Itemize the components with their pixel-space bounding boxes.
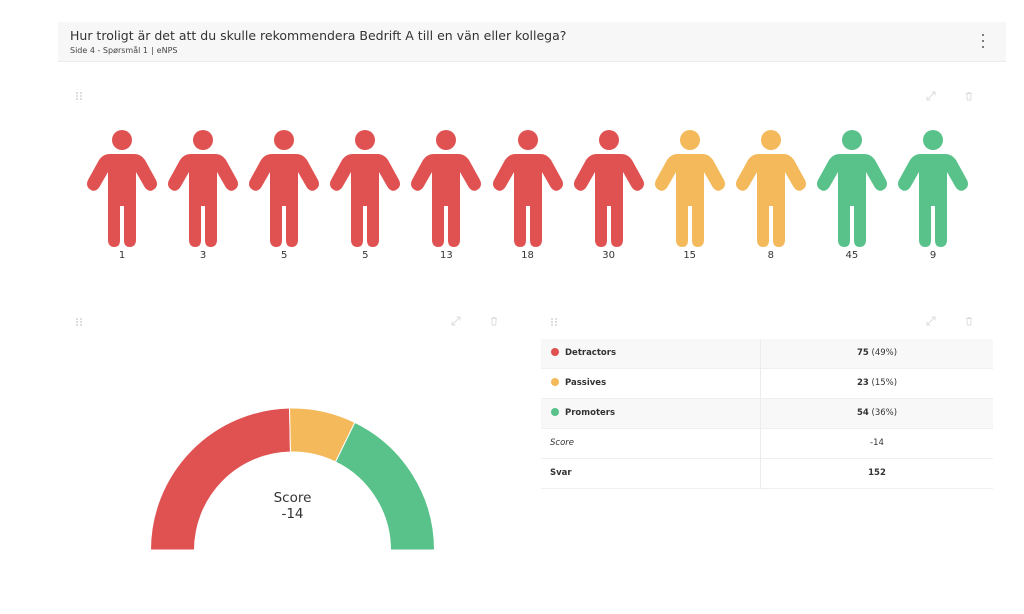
person-pictogram: 5 xyxy=(329,130,401,270)
delete-icon[interactable] xyxy=(964,316,974,326)
stats-label: Detractors xyxy=(551,348,616,358)
person-count: 1 xyxy=(118,250,126,261)
person-icon xyxy=(87,130,157,247)
person-count: 15 xyxy=(683,250,697,261)
answers-value: 152 xyxy=(761,468,993,478)
stats-row-passives: Passives 23 (15%) xyxy=(541,369,993,399)
person-count: 5 xyxy=(281,250,288,261)
person-count: 30 xyxy=(602,250,615,261)
stats-percent: (49%) xyxy=(871,348,898,358)
score-label: Score xyxy=(550,438,574,448)
person-count: 3 xyxy=(199,250,207,261)
person-icon xyxy=(411,130,482,247)
stats-percent: (15%) xyxy=(871,378,898,388)
gauge-score-value: -14 xyxy=(281,506,304,522)
question-page: Side 4 - Spørsmål 1 xyxy=(70,46,148,55)
more-options-icon[interactable] xyxy=(978,34,988,48)
stats-value: 54 (36%) xyxy=(761,408,993,418)
drag-handle-icon[interactable] xyxy=(76,92,84,100)
person-pictogram: 3 xyxy=(167,130,239,270)
stats-value: 23 (15%) xyxy=(761,378,993,388)
answers-label: Svar xyxy=(550,468,572,478)
person-pictogram: 8 xyxy=(735,130,807,270)
person-count: 5 xyxy=(362,250,369,261)
expand-icon[interactable] xyxy=(926,91,936,101)
person-count: 8 xyxy=(767,250,774,261)
stats-row-answers: Svar 152 xyxy=(541,459,993,489)
stats-percent: (36%) xyxy=(871,408,898,418)
gauge-segment-detractors xyxy=(149,407,291,551)
stats-row-promoters: Promoters 54 (36%) xyxy=(541,399,993,429)
person-count: 9 xyxy=(929,250,937,261)
person-pictogram: 30 xyxy=(573,130,645,270)
person-pictogram: 1 xyxy=(86,130,158,270)
person-pictogram: 5 xyxy=(248,130,320,270)
stats-label-text: Detractors xyxy=(565,348,617,358)
person-icon xyxy=(330,130,401,247)
drag-handle-icon[interactable] xyxy=(551,318,559,326)
gauge-svg xyxy=(149,407,436,551)
person-icon xyxy=(898,130,968,247)
stats-row-detractors: Detractors 75 (49%) xyxy=(541,339,993,369)
question-type: eNPS xyxy=(156,46,178,55)
person-icon xyxy=(168,130,239,247)
enps-gauge: Score -14 xyxy=(140,400,445,560)
person-pictogram: 18 xyxy=(492,130,564,270)
score-distribution-chart: 1 3 5 5 13 18 30 15 8 45 9 xyxy=(86,130,976,270)
person-count: 18 xyxy=(521,250,534,261)
stats-label: Passives xyxy=(551,378,606,388)
legend-dot xyxy=(551,378,559,386)
person-count: 45 xyxy=(845,250,859,261)
question-header: Hur troligt är det att du skulle rekomme… xyxy=(58,22,1006,62)
stats-count: 54 xyxy=(856,408,869,418)
subtitle-separator: | xyxy=(150,46,154,55)
delete-icon[interactable] xyxy=(489,316,499,326)
stats-row-score: Score -14 xyxy=(541,429,993,459)
stats-table: Detractors 75 (49%) Passives 23 (15%) Pr… xyxy=(541,339,993,489)
expand-icon[interactable] xyxy=(451,316,461,326)
expand-icon[interactable] xyxy=(926,316,936,326)
stats-count: 23 xyxy=(856,378,869,388)
drag-handle-icon[interactable] xyxy=(76,318,84,326)
person-pictogram: 45 xyxy=(816,130,888,270)
person-icon xyxy=(654,130,725,247)
question-title: Hur troligt är det att du skulle rekomme… xyxy=(70,28,567,43)
gauge-score-label: Score xyxy=(273,490,312,506)
legend-dot xyxy=(551,408,559,416)
person-count: 13 xyxy=(440,250,453,261)
person-icon xyxy=(492,130,563,247)
stats-label: Promoters xyxy=(551,408,615,418)
gauge-segment-promoters xyxy=(334,421,436,551)
person-pictogram: 13 xyxy=(410,130,482,270)
score-value: -14 xyxy=(870,438,884,448)
stats-count: 75 xyxy=(856,348,869,358)
delete-icon[interactable] xyxy=(964,91,974,101)
person-pictogram: 9 xyxy=(897,130,969,270)
person-icon xyxy=(573,130,644,247)
stats-label-text: Promoters xyxy=(565,408,616,418)
person-icon xyxy=(735,130,806,247)
stats-label-text: Passives xyxy=(565,378,607,388)
stats-value: 75 (49%) xyxy=(761,348,993,358)
question-subtitle: Side 4 - Spørsmål 1 | eNPS xyxy=(70,46,177,55)
person-icon xyxy=(249,130,320,247)
legend-dot xyxy=(551,348,559,356)
person-icon xyxy=(816,130,887,247)
person-pictogram: 15 xyxy=(654,130,726,270)
answers-count: 152 xyxy=(868,468,886,478)
